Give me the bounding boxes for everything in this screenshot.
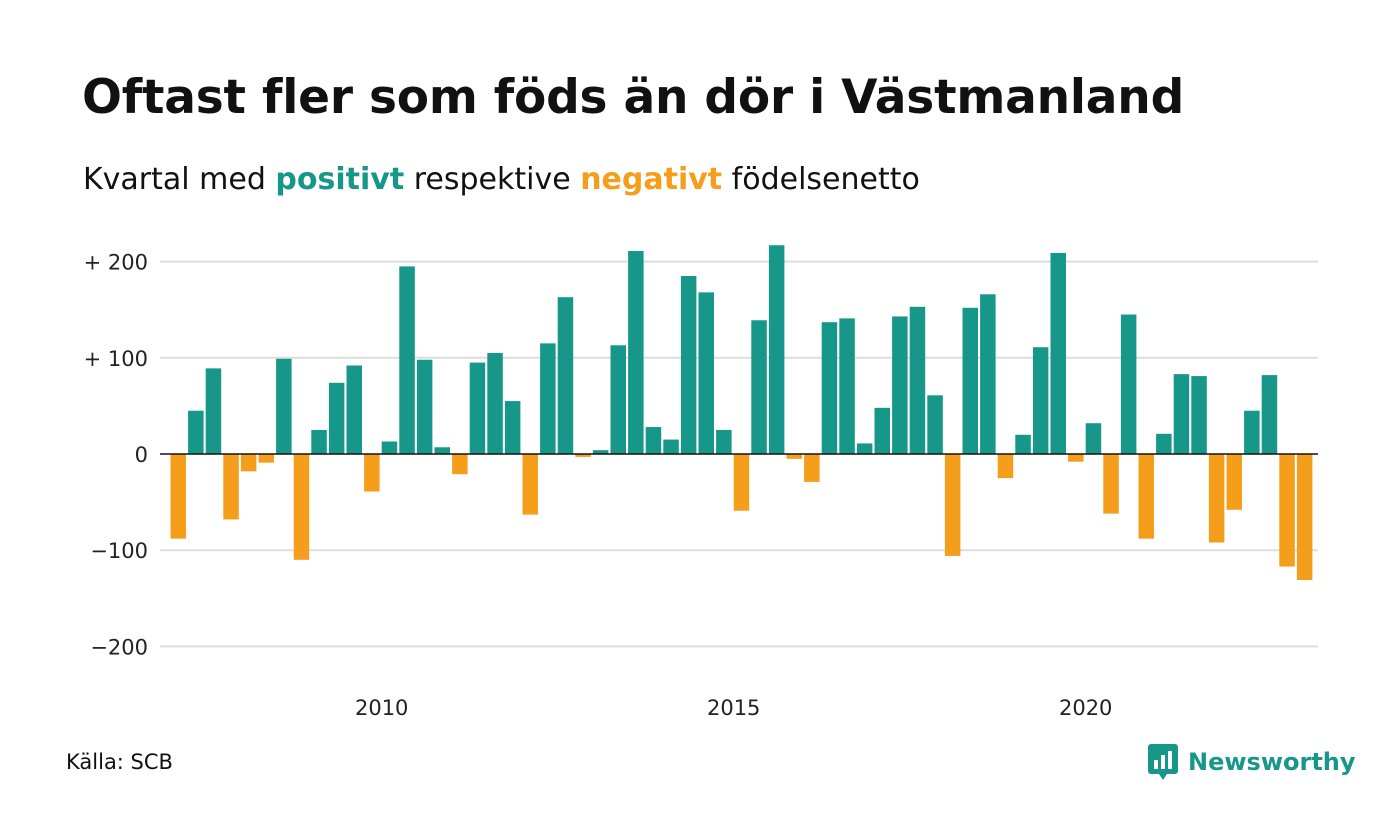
bar [1208,454,1225,543]
bar [399,266,415,454]
bar [892,316,908,454]
bar [1085,423,1102,454]
bar [751,320,767,454]
bar [1296,454,1313,581]
subtitle-post: födelsenetto [722,162,920,197]
bar [874,407,890,454]
bar [1032,347,1049,454]
subtitle-negative-label: negativt [580,162,723,197]
x-tick-label: 2015 [707,696,760,720]
subtitle-mid: respektive [404,162,581,197]
bar [188,410,204,454]
bar [768,245,785,454]
bar [434,447,450,454]
bar [504,401,521,454]
grid-lines [160,260,1318,648]
bar [381,441,398,454]
bar [944,454,961,556]
subtitle-pre: Kvartal med [83,162,276,197]
bar [663,439,679,454]
bar [804,454,820,482]
bar [416,359,433,454]
bar [733,454,750,511]
bar [1068,454,1084,462]
bar [716,429,732,454]
newsworthy-logo: Newsworthy [1148,744,1356,780]
bar [258,454,274,463]
bar [698,292,714,454]
bars [170,245,1313,581]
x-tick-label: 2010 [355,696,408,720]
bar [909,306,926,454]
y-tick-label: + 200 [84,251,148,275]
bar [469,362,486,454]
bar [786,454,802,459]
chart-subtitle: Kvartal med positivt respektive negativt… [83,162,920,197]
bar [980,294,996,454]
bar [575,454,591,457]
bar [927,395,943,454]
bar [628,251,644,454]
source-note: Källa: SCB [66,750,173,774]
subtitle-positive-label: positivt [275,162,405,197]
bar [205,368,222,454]
y-tick-label: −100 [90,539,148,563]
bar [1050,252,1066,454]
bar [1173,374,1190,454]
bar [592,450,609,454]
bar [240,454,257,472]
bar [1120,314,1137,454]
bar [223,454,239,520]
bar [856,443,873,454]
newsworthy-logo-icon [1148,744,1178,780]
bar [645,427,662,454]
bar [1015,434,1031,454]
y-tick-label: −200 [90,635,148,659]
bar [1156,433,1172,454]
bar [522,454,538,515]
bar [170,454,186,539]
bar [364,454,380,492]
x-tick-label: 2020 [1059,696,1112,720]
bar [557,297,574,454]
newsworthy-brand: Newsworthy [1188,748,1356,776]
bar [1226,454,1242,510]
bar [487,352,503,454]
bar [1103,454,1119,514]
bar [540,343,556,454]
bar [293,454,310,560]
x-axis: 2010 2015 2020 [355,696,1112,720]
bar [346,365,362,454]
bar [276,358,292,454]
bar [1261,375,1278,454]
bar [452,454,468,475]
bar [1138,454,1154,539]
bar [839,318,855,454]
y-tick-label: 0 [135,443,148,467]
bar [610,345,626,454]
bar [328,382,345,454]
bar [1279,454,1295,567]
bar [821,322,838,454]
bar [1244,410,1260,454]
bar [311,429,327,454]
y-axis: + 200 + 100 0 −100 −200 [84,251,148,660]
bar [1191,376,1207,454]
bar [962,307,978,454]
chart-title: Oftast fler som föds än dör i Västmanlan… [82,70,1185,125]
bar [680,276,697,454]
y-tick-label: + 100 [84,347,148,371]
bar [997,454,1014,479]
